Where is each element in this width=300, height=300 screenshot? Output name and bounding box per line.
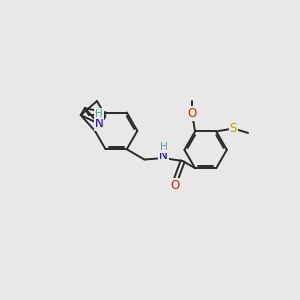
Text: O: O — [171, 179, 180, 192]
Text: H: H — [95, 109, 103, 118]
Text: S: S — [230, 122, 237, 135]
Text: N: N — [159, 149, 168, 162]
Text: N: N — [94, 117, 103, 130]
Text: H: H — [160, 142, 167, 152]
Text: O: O — [188, 107, 197, 120]
